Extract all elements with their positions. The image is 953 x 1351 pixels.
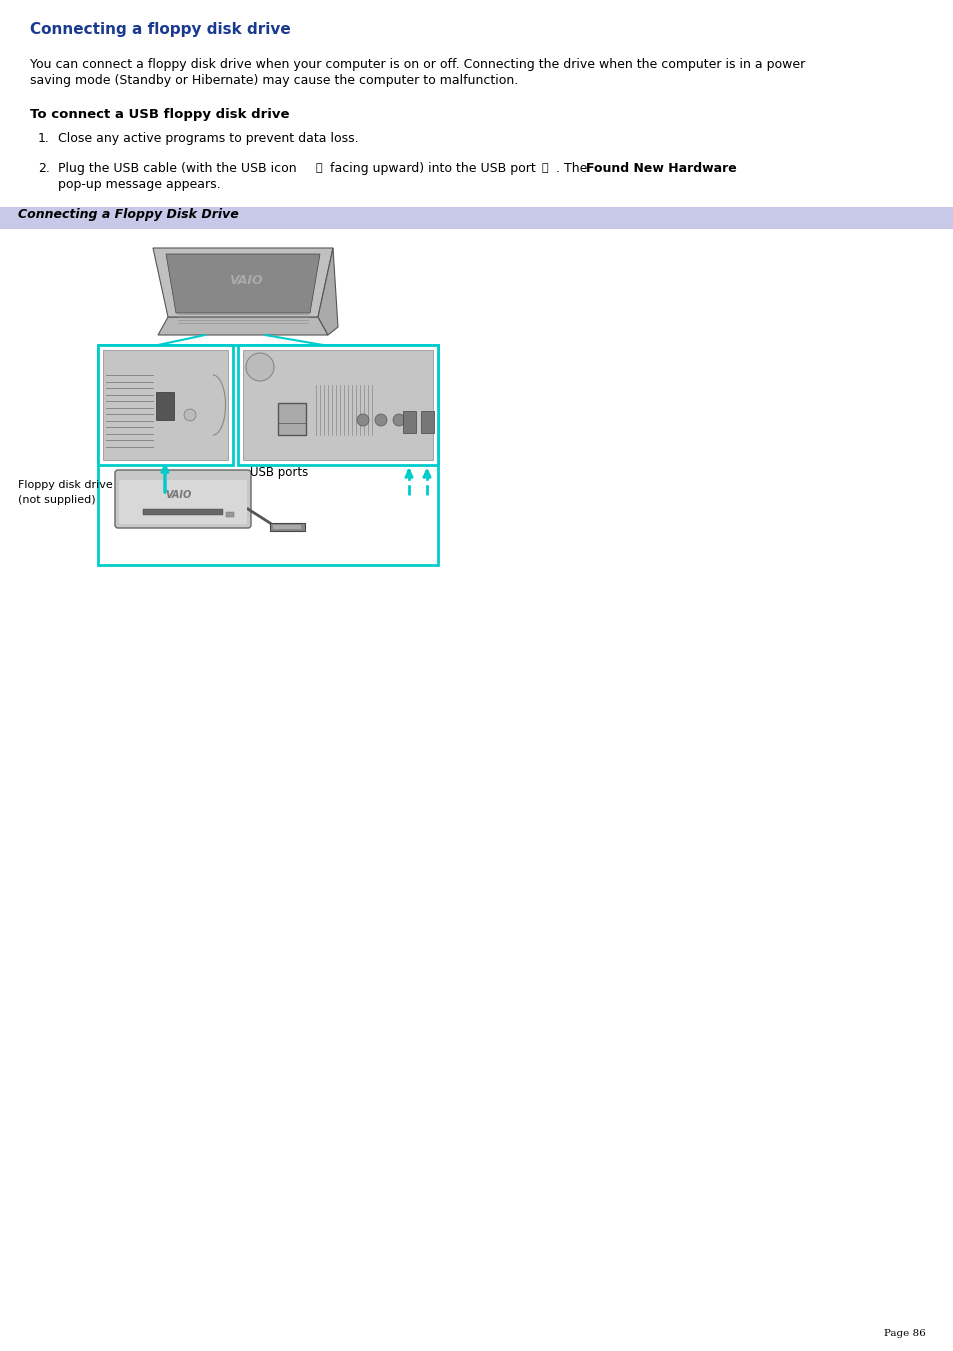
Bar xyxy=(98,345,233,465)
Text: USB ports: USB ports xyxy=(250,466,308,480)
Text: (not supplied): (not supplied) xyxy=(18,494,95,505)
Text: pop-up message appears.: pop-up message appears. xyxy=(58,178,220,190)
Text: VAIO: VAIO xyxy=(229,273,262,286)
Text: Connecting a floppy disk drive: Connecting a floppy disk drive xyxy=(30,22,291,36)
FancyBboxPatch shape xyxy=(115,470,251,528)
Bar xyxy=(243,350,433,459)
Text: ⿽: ⿽ xyxy=(541,163,548,173)
Text: . The: . The xyxy=(556,162,587,176)
FancyBboxPatch shape xyxy=(277,403,306,435)
Bar xyxy=(420,411,434,434)
Text: To connect a USB floppy disk drive: To connect a USB floppy disk drive xyxy=(30,108,289,122)
Text: Page 86: Page 86 xyxy=(883,1329,925,1337)
Bar xyxy=(143,509,223,515)
Polygon shape xyxy=(152,249,333,317)
FancyBboxPatch shape xyxy=(119,480,247,524)
Text: You can connect a floppy disk drive when your computer is on or off. Connecting : You can connect a floppy disk drive when… xyxy=(30,58,804,72)
Text: Connecting a Floppy Disk Drive: Connecting a Floppy Disk Drive xyxy=(18,208,238,222)
Circle shape xyxy=(246,353,274,381)
Bar xyxy=(103,350,228,459)
Text: Plug the USB cable (with the USB icon: Plug the USB cable (with the USB icon xyxy=(58,162,296,176)
Bar xyxy=(226,512,233,517)
Text: ⿽: ⿽ xyxy=(315,163,322,173)
Circle shape xyxy=(375,413,387,426)
Bar xyxy=(270,523,305,531)
Text: saving mode (Standby or Hibernate) may cause the computer to malfunction.: saving mode (Standby or Hibernate) may c… xyxy=(30,74,517,86)
Bar xyxy=(156,392,173,420)
Text: 1.: 1. xyxy=(38,132,50,145)
Bar xyxy=(0,207,953,230)
Polygon shape xyxy=(317,249,337,335)
Polygon shape xyxy=(158,317,328,335)
Text: VAIO: VAIO xyxy=(165,490,191,500)
Bar xyxy=(402,411,416,434)
Circle shape xyxy=(356,413,369,426)
Circle shape xyxy=(184,409,195,422)
Text: Close any active programs to prevent data loss.: Close any active programs to prevent dat… xyxy=(58,132,358,145)
Text: 2.: 2. xyxy=(38,162,50,176)
Bar xyxy=(98,345,437,565)
Bar xyxy=(237,345,437,465)
Text: Found New Hardware: Found New Hardware xyxy=(585,162,736,176)
Text: Floppy disk drive: Floppy disk drive xyxy=(18,480,112,490)
Text: facing upward) into the USB port: facing upward) into the USB port xyxy=(330,162,536,176)
Polygon shape xyxy=(166,254,319,313)
Bar xyxy=(273,526,301,530)
Circle shape xyxy=(393,413,405,426)
